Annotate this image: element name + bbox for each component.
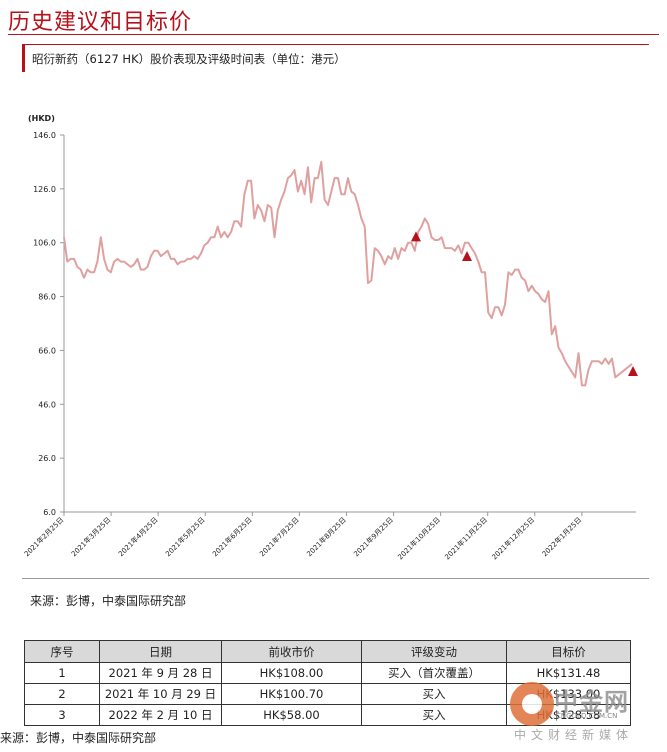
cell-date: 2021 年 9 月 28 日 [99,662,222,684]
cell-index: 1 [24,662,100,684]
chart-subtitle-box: 昭衍新药（6127 HK）股价表现及评级时间表（单位：港元） [22,44,649,72]
x-tick-label: 2021年6月25日 [210,515,253,558]
chart-source: 来源：彭博，中泰国际研究部 [30,594,187,608]
x-tick-label: 2021年11月25日 [443,515,489,561]
subtitle-top-rule [22,44,649,45]
cell-prev-close: HK$58.00 [221,704,362,726]
y-tick-label: 46.0 [38,400,56,409]
rating-marker [411,231,421,242]
y-tick-label: 106.0 [33,239,56,248]
y-tick-label: 146.0 [33,131,56,140]
x-tick-label: 2022年1月25日 [540,515,583,558]
y-tick-label: 26.0 [38,454,56,463]
rating-marker [628,365,638,376]
y-tick-label: 86.0 [38,293,56,302]
header-index: 序号 [24,640,100,663]
cell-date: 2022 年 2 月 10 日 [99,704,222,726]
cell-prev-close: HK$108.00 [221,662,362,684]
cell-index: 2 [24,683,100,705]
header-rating-change: 评级变动 [361,640,507,663]
title-rule [8,34,659,35]
cell-target-price: HK$131.48 [506,662,631,684]
watermark: 中金网 CNGOLD.COM.CN 中文财经新媒体 [508,680,658,750]
watermark-slogan: 中文财经新媒体 [514,728,634,742]
subtitle-accent-bar [22,44,25,72]
x-tick-label: 2021年12月25日 [490,515,536,561]
x-tick-label: 2021年5月25日 [163,515,206,558]
y-tick-label: 126.0 [33,185,56,194]
y-axis: 146.0 126.0 106.0 86.0 66.0 46.0 26.0 6.0 [33,131,65,517]
y-tick-label: 66.0 [38,346,56,355]
header-date: 日期 [99,640,222,663]
page-title: 历史建议和目标价 [8,10,193,35]
watermark-logo-icon [510,682,554,726]
x-tick-label: 2021年7月25日 [258,515,301,558]
cell-prev-close: HK$100.70 [221,683,362,705]
source-separator [22,578,649,579]
rating-markers [411,231,638,376]
rating-marker [462,250,472,261]
y-unit-label: (HKD) [28,114,55,123]
cell-rating-change: 买入 [361,704,507,726]
x-tick-label: 2021年10月25日 [396,515,442,561]
cell-date: 2021 年 10 月 29 日 [99,683,222,705]
price-series [63,160,633,387]
chart-subtitle: 昭衍新药（6127 HK）股价表现及评级时间表（单位：港元） [32,52,346,66]
x-axis: 2021年2月25日 2021年3月25日 2021年4月25日 2021年5月25日… [22,511,636,561]
y-tick-label: 6.0 [43,508,56,517]
cell-rating-change: 买入（首次覆盖） [361,662,507,684]
header-prev-close: 前收市价 [221,640,362,663]
rating-table-header: 序号 日期 前收市价 评级变动 目标价 [24,640,631,663]
x-tick-label: 2021年2月25日 [22,515,65,558]
price-line [63,160,633,387]
watermark-name: 中金网 [554,688,629,716]
watermark-url: CNGOLD.COM.CN [556,712,618,720]
x-tick-label: 2021年9月25日 [352,515,395,558]
cell-rating-change: 买入 [361,683,507,705]
x-tick-label: 2021年8月25日 [305,515,348,558]
cell-index: 3 [24,704,100,726]
table-source: 来源：彭博，中泰国际研究部 [0,731,157,745]
x-tick-label: 2021年4月25日 [116,515,159,558]
x-tick-label: 2021年3月25日 [69,515,112,558]
price-chart: (HKD) 146.0 126.0 106.0 86.0 66.0 46.0 26.0 6.0… [22,114,638,561]
header-target-price: 目标价 [506,640,631,663]
